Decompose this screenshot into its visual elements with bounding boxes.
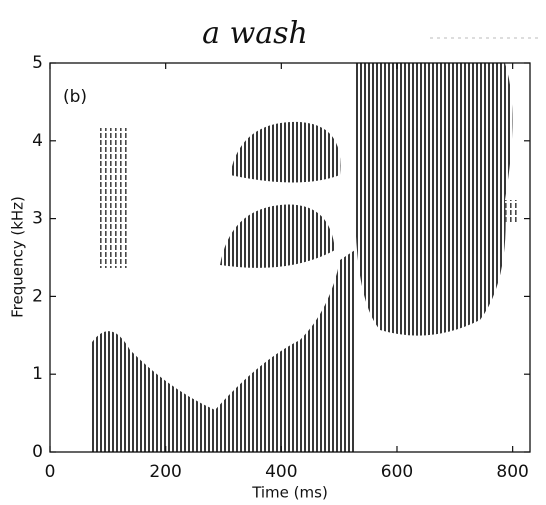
band-3k: [220, 204, 335, 268]
y-tick-label: 5: [32, 53, 43, 73]
fricative-tail: [505, 200, 517, 222]
y-axis-label: Frequency (kHz): [9, 196, 27, 318]
y-tick-label: 0: [32, 442, 43, 462]
x-axis-label: Time (ms): [251, 484, 328, 502]
chart-title: a wash: [202, 16, 308, 51]
y-tick-label: 4: [32, 131, 43, 151]
x-tick-label: 0: [45, 462, 56, 482]
band-4k: [230, 121, 341, 183]
annotation: (b): [63, 87, 87, 107]
fricative: [355, 63, 513, 336]
x-tick-label: 200: [149, 462, 181, 482]
x-tick-label: 400: [265, 462, 297, 482]
y-tick-label: 3: [32, 209, 43, 229]
x-tick-label: 600: [381, 462, 413, 482]
y-tick-label: 1: [32, 364, 43, 384]
plot-frame: [49, 62, 531, 453]
spectrogram: [90, 63, 517, 452]
y-tick-label: 2: [32, 286, 43, 306]
burst-strip: [100, 128, 130, 268]
x-tick-label: 800: [496, 462, 528, 482]
low-band: [90, 250, 355, 452]
